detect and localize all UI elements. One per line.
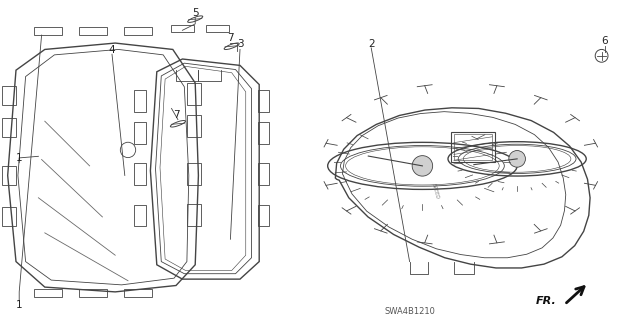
- Text: 3: 3: [237, 39, 243, 49]
- Text: SWA4B1210: SWA4B1210: [384, 307, 435, 315]
- Text: 7: 7: [173, 110, 179, 120]
- Text: FR.: FR.: [536, 296, 556, 306]
- Text: 2: 2: [368, 39, 374, 49]
- Text: 6: 6: [602, 36, 608, 47]
- Bar: [454, 134, 492, 160]
- Text: 1: 1: [16, 300, 22, 310]
- Text: 5: 5: [192, 8, 198, 19]
- Text: SPEED: SPEED: [431, 183, 440, 200]
- Circle shape: [509, 151, 525, 167]
- Bar: [451, 132, 495, 162]
- Text: 1: 1: [16, 153, 22, 163]
- Circle shape: [412, 156, 433, 176]
- Text: 7: 7: [227, 33, 234, 43]
- Text: 4: 4: [109, 45, 115, 56]
